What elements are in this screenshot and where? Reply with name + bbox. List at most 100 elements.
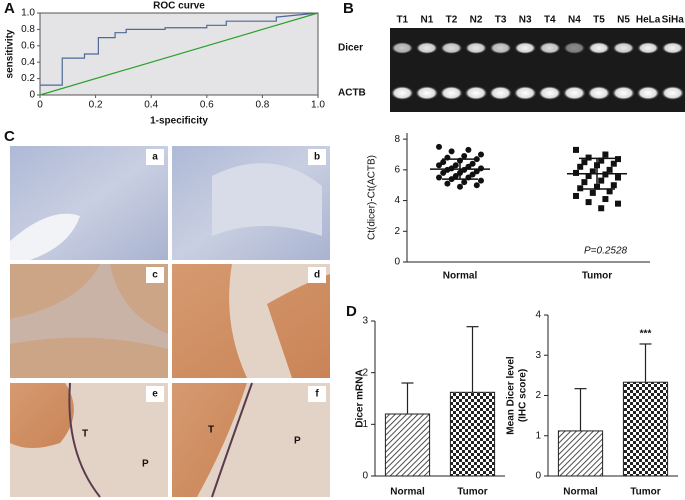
bar [557, 430, 604, 477]
gel-band [439, 86, 464, 100]
x-tick-label: Tumor [630, 487, 660, 498]
x-tick-label: Tumor [582, 271, 612, 282]
image-label: e [152, 389, 158, 400]
data-point [585, 199, 592, 206]
roc-line [39, 12, 319, 96]
stain-region [10, 383, 74, 448]
data-point [440, 169, 447, 176]
data-point [444, 180, 451, 187]
y-tick-label: 0.6 [21, 40, 35, 51]
gel-band [587, 42, 611, 54]
lane-label: T4 [544, 15, 556, 26]
data-point [436, 174, 442, 181]
lane-label: HeLa [636, 15, 661, 26]
image-label: d [314, 270, 320, 281]
y-tick-label: 4 [394, 195, 400, 206]
gel-image [390, 28, 685, 112]
data-point [436, 162, 442, 169]
data-point [585, 173, 592, 179]
gel-band [611, 86, 636, 100]
image-label: a [152, 152, 158, 163]
data-point [469, 160, 476, 167]
data-point [573, 169, 579, 176]
bar [622, 381, 669, 477]
x-tick-label: 1.0 [311, 100, 325, 111]
data-point [478, 177, 484, 184]
y-tick-label: 0 [535, 471, 541, 482]
image-label-box [308, 149, 326, 165]
data-point [473, 168, 480, 175]
y-tick-label: 6 [394, 164, 400, 175]
lane-label: T5 [593, 15, 605, 26]
panel-label: D [346, 303, 357, 320]
x-axis-label: 1-specificity [150, 116, 208, 127]
image-label-box [308, 386, 326, 402]
significance: *** [640, 329, 652, 340]
image-annotation: P [294, 436, 301, 447]
gel-band [489, 86, 513, 100]
data-point [457, 183, 463, 190]
gel-band [513, 86, 537, 100]
data-point [461, 153, 468, 160]
data-point [615, 174, 621, 181]
gel-band [661, 86, 685, 100]
data-point [598, 157, 605, 164]
tissue-region [10, 213, 80, 260]
data-point [585, 154, 592, 161]
image-annotation: T [82, 429, 88, 440]
image-label: f [315, 389, 319, 400]
x-tick-label: Normal [443, 271, 478, 282]
data-point [589, 189, 596, 196]
y-tick-label: 1 [535, 430, 541, 441]
image-label-box [146, 149, 164, 165]
gel-band [538, 86, 562, 100]
lane-label: N4 [568, 15, 581, 26]
y-tick-label: 0.8 [21, 24, 35, 35]
panel-label: A [4, 0, 15, 17]
y-tick-label: 4 [535, 310, 541, 321]
y-axis-label: Dicer mRNA [355, 369, 366, 427]
lane-label: N5 [617, 15, 630, 26]
x-tick-label: 0 [37, 100, 43, 111]
y-axis-label: Mean Dicer level [506, 356, 517, 435]
data-point [615, 156, 621, 163]
lane-label: SiHa [662, 15, 685, 26]
data-point [577, 185, 584, 192]
gel-band [661, 42, 684, 54]
y-tick-label: 0 [394, 257, 400, 268]
y-tick-label: 2 [535, 390, 541, 401]
y-tick-label: 0.4 [21, 57, 35, 68]
data-point [598, 205, 605, 212]
gel-band [415, 86, 439, 100]
data-point [610, 160, 617, 167]
data-point [461, 179, 468, 186]
stain-region [10, 264, 168, 378]
gel-band [514, 42, 537, 54]
x-tick-label: Normal [390, 487, 425, 498]
image-annotation: T [208, 425, 214, 436]
data-point [615, 200, 621, 207]
gel-band [415, 42, 438, 54]
lane-label: N3 [519, 15, 532, 26]
data-point [573, 192, 579, 199]
y-tick-label: 2 [394, 226, 400, 237]
data-point [598, 177, 605, 184]
data-point [577, 163, 584, 170]
data-point [589, 168, 596, 175]
x-tick-label: Normal [563, 487, 598, 498]
stain-region [172, 383, 247, 497]
data-point [469, 171, 476, 178]
data-point [440, 159, 447, 166]
data-point [448, 148, 455, 155]
row-label: Dicer [338, 43, 363, 54]
x-tick-label: 0.8 [255, 100, 269, 111]
data-point [465, 146, 472, 153]
image-label-box [146, 267, 164, 283]
data-point [478, 151, 484, 158]
lane-label: T2 [446, 15, 458, 26]
image-label-box [146, 386, 164, 402]
gel-band [637, 42, 660, 54]
annotation: P=0.2528 [584, 246, 628, 257]
y-tick-label: 3 [362, 316, 368, 327]
